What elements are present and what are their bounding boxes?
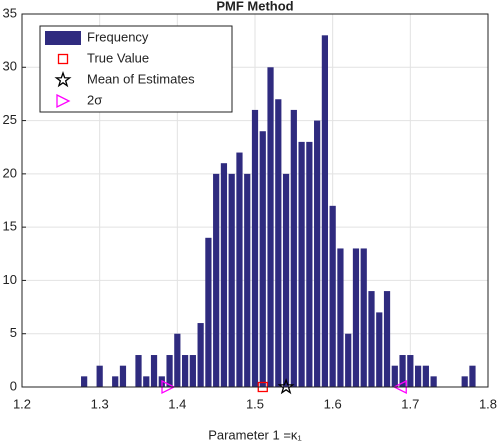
bar	[135, 355, 142, 387]
y-tick-label: 15	[3, 219, 17, 234]
bar	[399, 355, 406, 387]
bar	[414, 365, 422, 387]
bar	[407, 355, 414, 387]
bar	[81, 376, 88, 387]
bar	[461, 376, 468, 387]
bar	[321, 35, 329, 388]
x-tick-label: 1.6	[324, 396, 342, 411]
bar	[143, 376, 150, 387]
bar	[275, 99, 282, 387]
bar	[174, 333, 181, 387]
x-tick-label: 1.4	[168, 396, 186, 411]
y-tick-label: 0	[10, 378, 17, 393]
bar	[314, 120, 321, 388]
bar	[422, 365, 429, 387]
bar	[282, 173, 290, 387]
bar	[112, 376, 119, 387]
bar	[259, 131, 266, 387]
bar	[228, 173, 235, 387]
legend-label: True Value	[87, 50, 149, 65]
bar	[352, 248, 360, 387]
bar	[383, 291, 391, 387]
legend-label: 2σ	[87, 92, 102, 107]
bar	[197, 323, 204, 387]
x-axis-label: Parameter 1 =κ₁	[208, 427, 302, 442]
bar	[189, 355, 196, 387]
bar	[236, 152, 243, 387]
y-tick-label: 35	[3, 5, 17, 20]
bar	[329, 205, 336, 387]
legend-marker	[57, 53, 69, 65]
legend-label: Mean of Estimates	[87, 71, 195, 86]
y-tick-label: 30	[3, 59, 17, 74]
chart-title: PMF Method	[216, 0, 293, 13]
bar	[306, 141, 313, 387]
bar	[469, 365, 476, 387]
bar	[244, 173, 251, 387]
bar	[360, 248, 367, 387]
y-tick-label: 25	[3, 112, 17, 127]
bar	[251, 109, 259, 388]
x-tick-label: 1.8	[479, 396, 497, 411]
legend-swatch	[45, 31, 81, 45]
bar	[290, 109, 297, 388]
plot-frame	[21, 13, 489, 388]
bar	[205, 237, 212, 387]
bar	[119, 365, 127, 387]
x-tick-label: 1.3	[91, 396, 109, 411]
bar	[430, 376, 437, 387]
bar	[391, 365, 398, 387]
marker	[277, 378, 295, 395]
x-tick-label: 1.2	[13, 396, 31, 411]
x-tick-label: 1.5	[246, 396, 264, 411]
bar	[181, 355, 189, 387]
bar	[96, 365, 103, 387]
bar	[298, 141, 305, 387]
legend-marker	[56, 93, 71, 109]
y-tick-label: 20	[3, 165, 17, 180]
x-tick-label: 1.7	[401, 396, 419, 411]
bar	[376, 312, 383, 387]
bar	[368, 291, 375, 387]
y-tick-label: 10	[3, 272, 17, 287]
bar	[345, 333, 352, 387]
bar	[267, 67, 274, 388]
legend-label: Frequency	[87, 29, 149, 44]
bar	[220, 163, 228, 387]
bar	[213, 173, 220, 387]
legend-marker	[54, 71, 72, 88]
bar	[150, 355, 158, 387]
bar	[166, 355, 173, 387]
y-tick-label: 5	[10, 325, 17, 340]
bar	[337, 248, 344, 387]
